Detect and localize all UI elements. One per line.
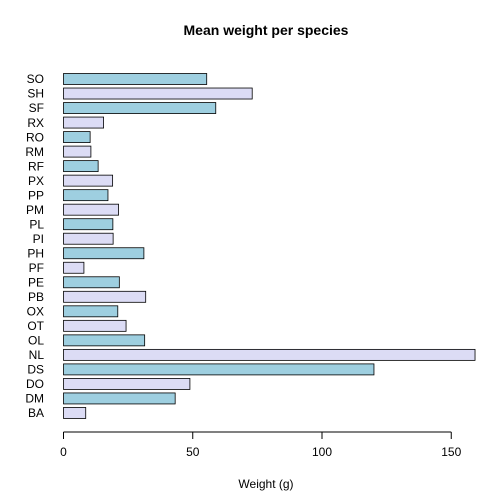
y-tick-label-ba: BA <box>28 406 44 420</box>
y-tick-label-px: PX <box>28 174 44 188</box>
y-tick-label-rx: RX <box>27 116 44 130</box>
y-tick-label-ox: OX <box>27 305 44 319</box>
bar-pp <box>63 189 109 202</box>
y-tick-label-pi: PI <box>33 232 44 246</box>
y-tick-label-ds: DS <box>27 363 44 377</box>
x-tick-label: 0 <box>60 445 67 459</box>
y-tick-label-so: SO <box>27 72 44 86</box>
x-tick-label: 150 <box>441 445 461 459</box>
y-tick-label-ro: RO <box>26 130 44 144</box>
y-tick-label-pb: PB <box>28 290 44 304</box>
bar-pf <box>63 261 85 274</box>
y-tick-label-sf: SF <box>29 101 44 115</box>
bar-dm <box>63 392 176 405</box>
bar-so <box>63 73 208 85</box>
y-tick-label-pm: PM <box>26 203 44 217</box>
x-tick-label: 100 <box>312 445 332 459</box>
x-axis: 0 50 100 150 <box>60 431 462 459</box>
bar-sf <box>63 102 217 114</box>
bar-rf <box>63 160 99 173</box>
y-tick-label-ot: OT <box>27 319 44 333</box>
bar-ol <box>63 334 146 347</box>
bar-px <box>63 174 114 187</box>
bar-nl <box>63 348 476 361</box>
x-tick-label: 50 <box>186 445 200 459</box>
y-tick-label-pl: PL <box>29 217 44 231</box>
bar-sh <box>63 87 253 100</box>
chart-title: Mean weight per species <box>184 22 349 38</box>
bars-group <box>63 73 476 419</box>
bar-ba <box>63 407 87 419</box>
bar-pm <box>63 203 119 216</box>
bar-pl <box>63 218 114 231</box>
y-tick-label-ph: PH <box>27 246 44 260</box>
y-tick-labels: SOSHSFRXRORMRFPXPPPMPLPIPHPFPEPBOXOTOLNL… <box>25 72 44 420</box>
y-tick-label-rm: RM <box>25 145 44 159</box>
bar-pi <box>63 232 114 245</box>
x-axis-label: Weight (g) <box>238 477 293 491</box>
bar-pe <box>63 276 120 289</box>
bar-ro <box>63 131 91 143</box>
y-tick-label-do: DO <box>26 377 44 391</box>
y-tick-label-pe: PE <box>28 275 44 289</box>
y-tick-label-rf: RF <box>28 159 44 173</box>
y-tick-label-sh: SH <box>27 87 44 101</box>
bar-do <box>63 378 191 390</box>
bar-ph <box>63 247 145 260</box>
y-tick-label-nl: NL <box>29 348 45 362</box>
bar-pb <box>63 290 147 303</box>
y-tick-label-dm: DM <box>25 392 44 406</box>
bar-rx <box>63 116 104 129</box>
bar-ot <box>63 319 127 332</box>
y-tick-label-pf: PF <box>29 261 44 275</box>
y-tick-label-ol: OL <box>28 334 44 348</box>
bar-ds <box>63 363 375 376</box>
bar-rm <box>63 145 92 158</box>
y-tick-label-pp: PP <box>28 188 44 202</box>
bar-ox <box>63 305 119 318</box>
